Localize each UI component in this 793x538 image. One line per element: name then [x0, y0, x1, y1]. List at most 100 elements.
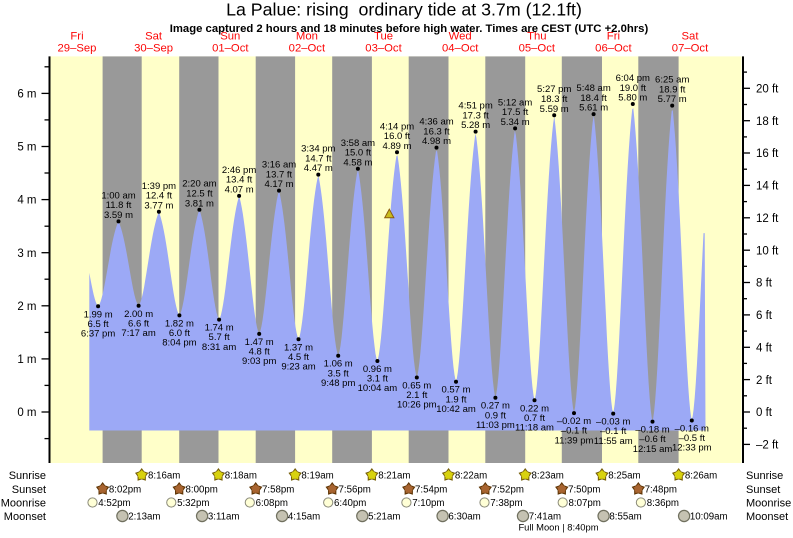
svg-text:3.81 m: 3.81 m [185, 198, 214, 209]
svg-text:3 m: 3 m [17, 248, 36, 260]
svg-text:1 m: 1 m [17, 354, 36, 366]
svg-text:3.59 m: 3.59 m [104, 210, 133, 221]
svg-text:Full Moon | 8:40pm: Full Moon | 8:40pm [518, 522, 598, 533]
svg-text:19.0 ft: 19.0 ft [620, 83, 647, 94]
svg-text:6:08pm: 6:08pm [256, 498, 288, 509]
svg-text:30–Sep: 30–Sep [134, 43, 173, 55]
svg-text:4 ft: 4 ft [756, 343, 773, 355]
svg-text:Thu: Thu [527, 31, 546, 43]
svg-text:14 ft: 14 ft [756, 181, 779, 193]
svg-text:3.77 m: 3.77 m [144, 200, 173, 211]
svg-text:Sunset: Sunset [12, 484, 46, 496]
svg-text:2 ft: 2 ft [756, 375, 773, 387]
svg-text:Sun: Sun [220, 31, 240, 43]
svg-text:Sunrise: Sunrise [9, 470, 46, 482]
svg-text:10:04 am: 10:04 am [358, 383, 398, 394]
svg-text:17.5 ft: 17.5 ft [502, 107, 529, 118]
svg-text:11:03 pm: 11:03 pm [476, 420, 515, 431]
svg-text:8:22am: 8:22am [455, 471, 487, 482]
svg-text:4.17 m: 4.17 m [264, 179, 293, 190]
svg-text:8:02pm: 8:02pm [109, 485, 141, 496]
svg-text:–2 ft: –2 ft [756, 440, 779, 452]
svg-text:6 ft: 6 ft [756, 310, 773, 322]
svg-text:1:00 am: 1:00 am [101, 190, 135, 201]
svg-text:0.7 ft: 0.7 ft [524, 413, 545, 424]
svg-text:4 m: 4 m [17, 195, 36, 207]
svg-text:8:31 am: 8:31 am [202, 342, 236, 353]
svg-text:1:39 pm: 1:39 pm [142, 181, 176, 192]
svg-text:0 ft: 0 ft [756, 407, 773, 419]
svg-text:7:54pm: 7:54pm [415, 485, 447, 496]
svg-text:7:50pm: 7:50pm [568, 485, 600, 496]
svg-text:0 m: 0 m [17, 407, 36, 419]
svg-text:3.1 ft: 3.1 ft [367, 374, 388, 385]
svg-text:8:55am: 8:55am [609, 512, 641, 523]
svg-text:–0.03 m: –0.03 m [596, 417, 630, 428]
svg-text:06–Oct: 06–Oct [595, 43, 632, 55]
svg-text:–0.5 ft: –0.5 ft [679, 433, 706, 444]
svg-text:3:11am: 3:11am [208, 512, 240, 523]
svg-text:1.06 m: 1.06 m [324, 359, 353, 370]
svg-text:5.80 m: 5.80 m [618, 93, 647, 104]
svg-text:Sunrise: Sunrise [746, 470, 783, 482]
svg-text:4.07 m: 4.07 m [225, 185, 254, 196]
svg-text:7:48pm: 7:48pm [645, 485, 677, 496]
svg-text:Moonset: Moonset [746, 511, 788, 523]
svg-text:5.28 m: 5.28 m [461, 120, 490, 131]
svg-text:12.5 ft: 12.5 ft [186, 189, 213, 200]
svg-text:17.3 ft: 17.3 ft [462, 110, 489, 121]
svg-text:2.1 ft: 2.1 ft [406, 390, 427, 401]
svg-text:–0.1 ft: –0.1 ft [561, 426, 588, 437]
svg-text:18.3 ft: 18.3 ft [541, 94, 568, 105]
svg-text:Tue: Tue [374, 31, 393, 43]
svg-text:12:33 pm: 12:33 pm [672, 443, 712, 454]
svg-text:3.5 ft: 3.5 ft [328, 368, 349, 379]
svg-text:0.9 ft: 0.9 ft [485, 410, 506, 421]
svg-text:8:25am: 8:25am [608, 471, 640, 482]
svg-text:6:04 pm: 6:04 pm [616, 73, 650, 84]
svg-text:1.37 m: 1.37 m [284, 342, 313, 353]
svg-text:Fri: Fri [607, 31, 620, 43]
svg-text:1.82 m: 1.82 m [165, 318, 194, 329]
svg-text:8:00pm: 8:00pm [186, 485, 218, 496]
svg-text:4.8 ft: 4.8 ft [249, 347, 270, 358]
svg-text:16 ft: 16 ft [756, 148, 779, 160]
svg-text:7:17 am: 7:17 am [121, 328, 155, 339]
svg-text:14.7 ft: 14.7 ft [305, 153, 332, 164]
svg-text:3:58 am: 3:58 am [341, 138, 375, 149]
svg-text:4:15am: 4:15am [288, 512, 320, 523]
svg-text:8:23am: 8:23am [532, 471, 564, 482]
svg-text:5:12 am: 5:12 am [498, 97, 532, 108]
svg-text:11.8 ft: 11.8 ft [106, 200, 132, 211]
svg-text:15.0 ft: 15.0 ft [345, 148, 372, 159]
svg-text:5.61 m: 5.61 m [579, 103, 608, 114]
svg-text:4:14 pm: 4:14 pm [380, 121, 414, 132]
svg-text:8:36pm: 8:36pm [647, 498, 679, 509]
svg-text:La Palue: rising ordinary tid: La Palue: rising ordinary tide at 3.7m (… [226, 0, 582, 19]
svg-text:Mon: Mon [296, 31, 318, 43]
svg-text:12:15 am: 12:15 am [633, 444, 673, 455]
svg-text:4.89 m: 4.89 m [382, 141, 411, 152]
svg-text:Moonrise: Moonrise [1, 498, 46, 510]
svg-text:1.47 m: 1.47 m [245, 337, 274, 348]
svg-text:Sunset: Sunset [746, 484, 780, 496]
svg-text:7:10pm: 7:10pm [412, 498, 444, 509]
svg-text:01–Oct: 01–Oct [212, 43, 249, 55]
svg-text:20 ft: 20 ft [756, 84, 779, 96]
svg-text:5.34 m: 5.34 m [501, 117, 530, 128]
svg-text:0.57 m: 0.57 m [441, 385, 470, 396]
svg-text:12 ft: 12 ft [756, 213, 779, 225]
svg-text:8:21am: 8:21am [378, 471, 410, 482]
svg-text:6.6 ft: 6.6 ft [128, 318, 149, 329]
svg-text:16.3 ft: 16.3 ft [423, 126, 450, 137]
svg-text:2:20 am: 2:20 am [182, 179, 216, 190]
svg-text:–0.6 ft: –0.6 ft [639, 434, 666, 445]
svg-text:5.7 ft: 5.7 ft [209, 332, 230, 343]
svg-text:0.27 m: 0.27 m [481, 401, 510, 412]
svg-text:10:42 am: 10:42 am [436, 404, 476, 415]
svg-text:1.9 ft: 1.9 ft [445, 394, 466, 405]
svg-text:Wed: Wed [449, 31, 472, 43]
svg-text:1.74 m: 1.74 m [205, 323, 234, 334]
svg-text:4:36 am: 4:36 am [419, 117, 453, 128]
svg-text:5:48 am: 5:48 am [576, 83, 610, 94]
